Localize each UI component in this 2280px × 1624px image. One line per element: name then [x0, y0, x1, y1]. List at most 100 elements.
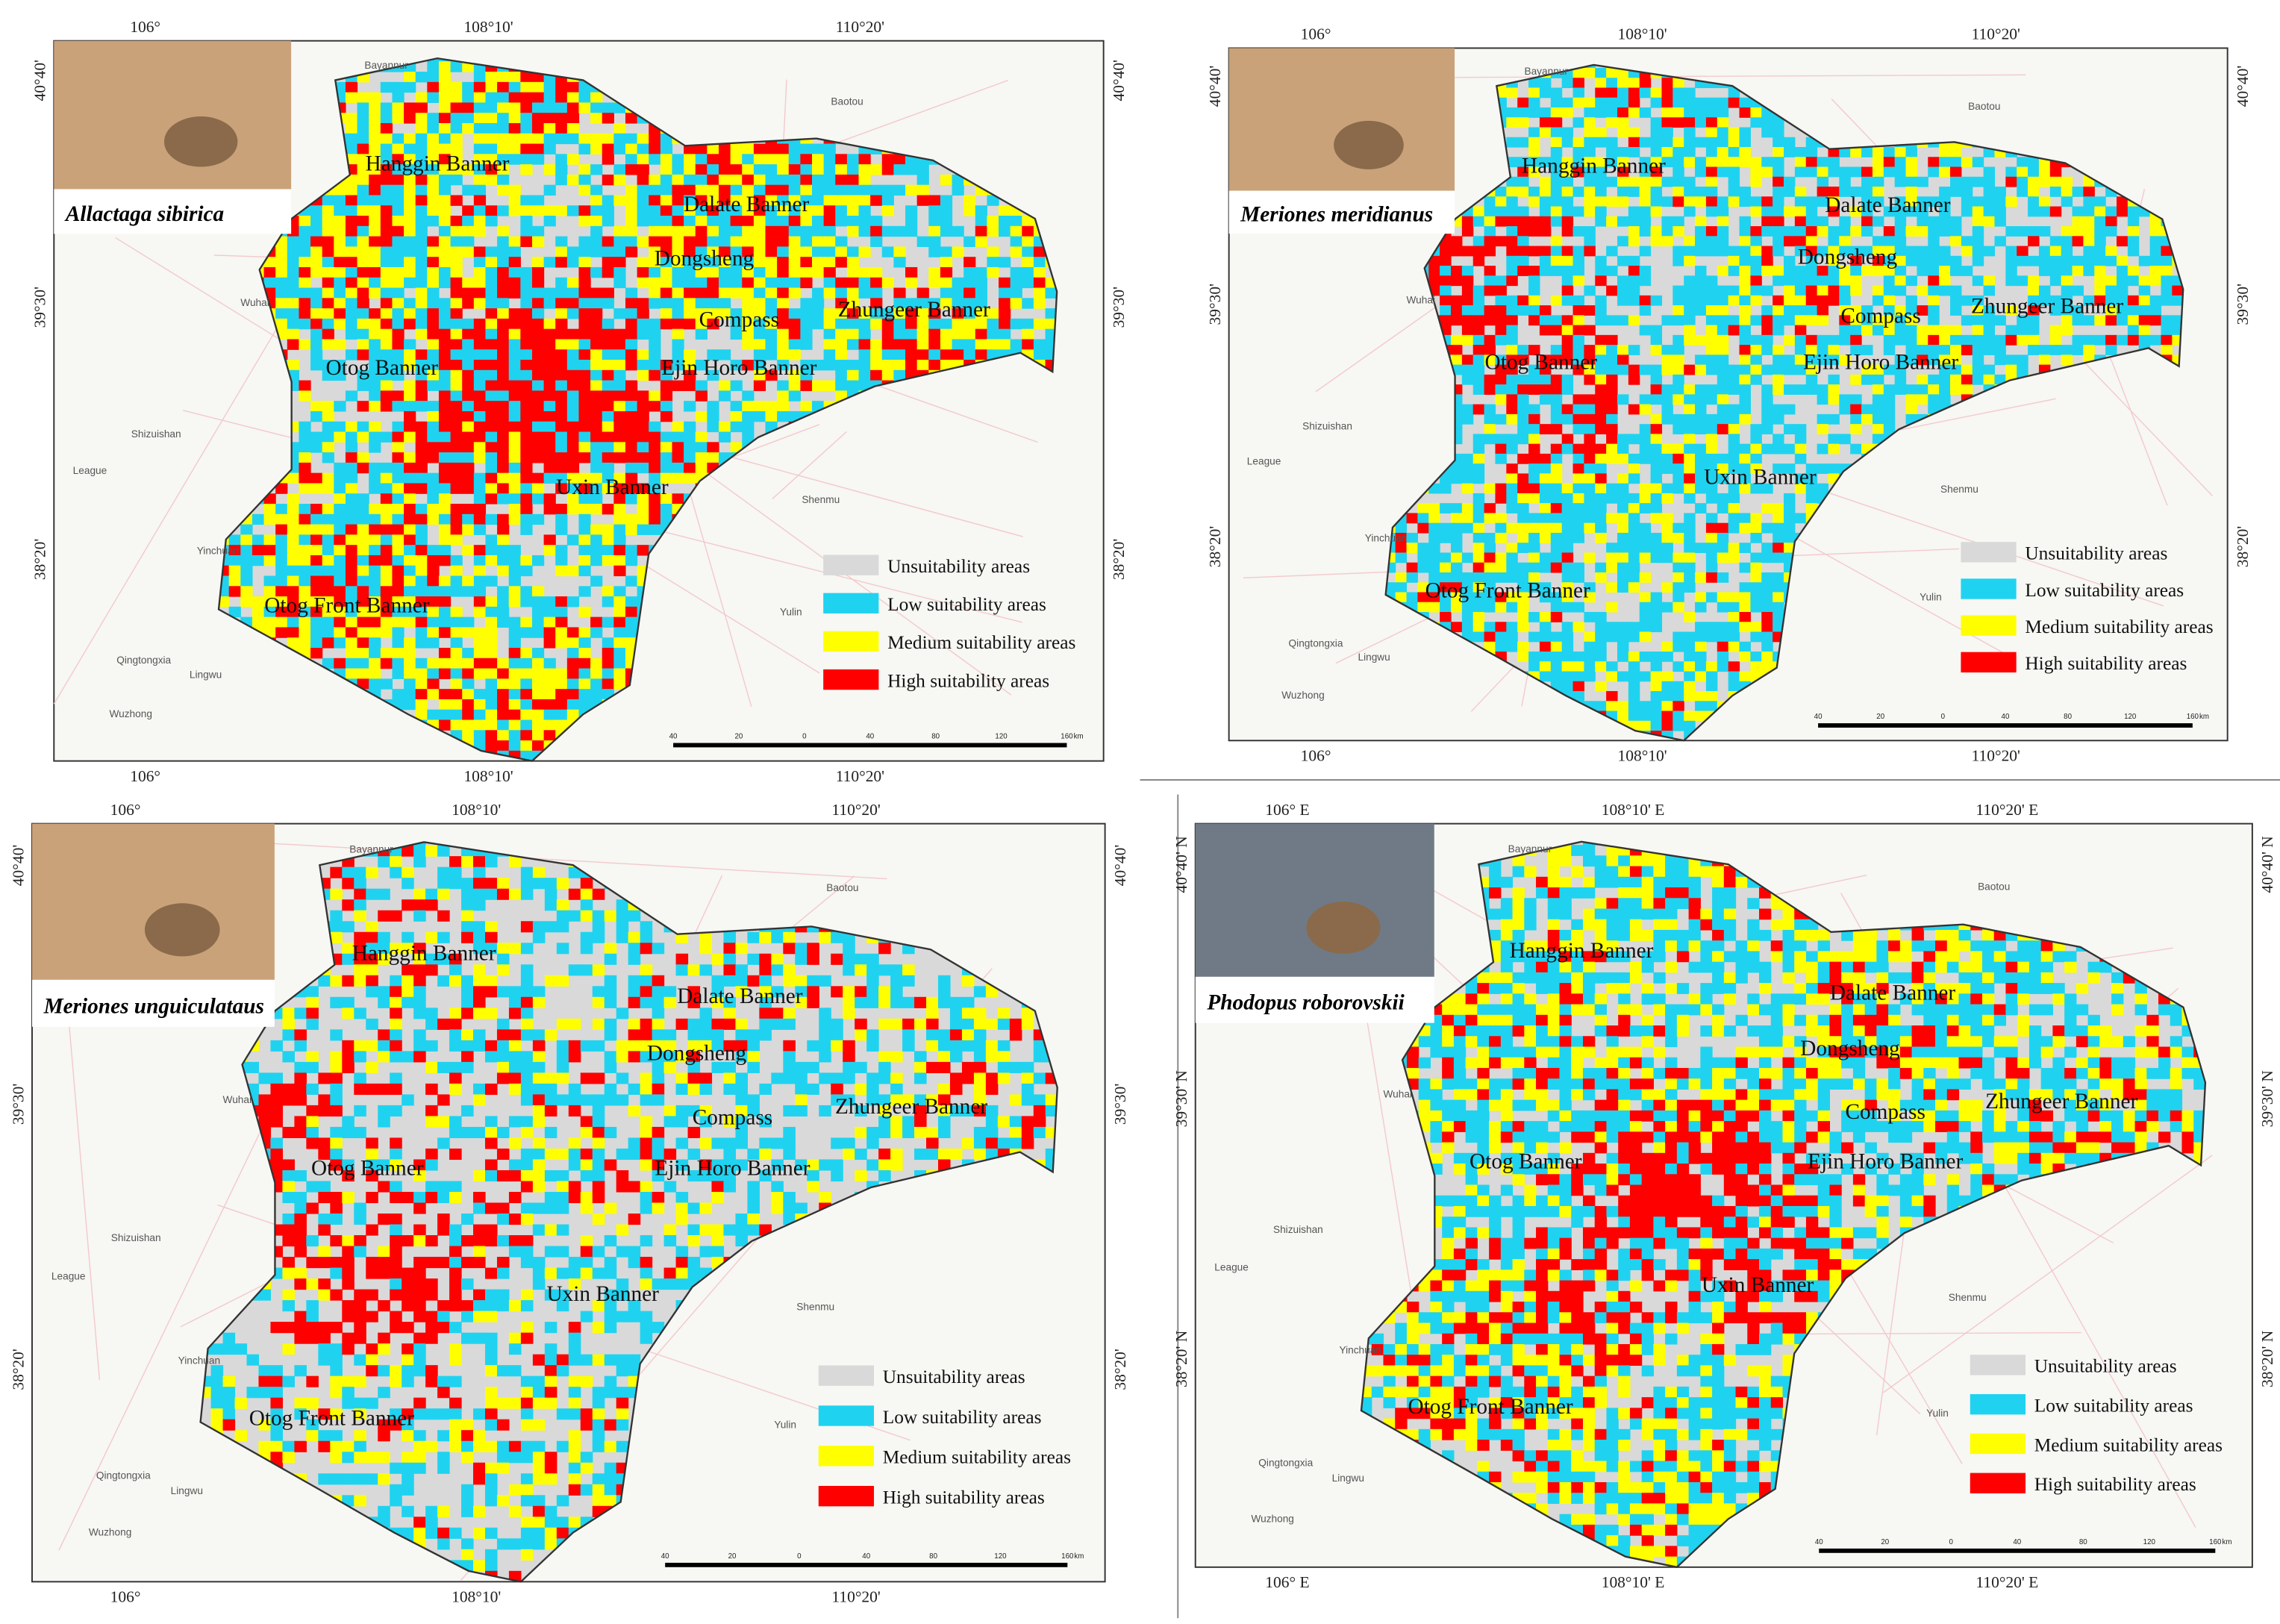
- cell: [987, 318, 999, 330]
- cell: [753, 308, 766, 319]
- cell: [555, 236, 568, 247]
- cell: [404, 575, 416, 587]
- cell: [613, 504, 626, 515]
- cell: [940, 195, 953, 206]
- cell: [1033, 349, 1046, 360]
- cell: [415, 637, 428, 649]
- cell: [438, 421, 452, 433]
- cell: [310, 225, 323, 237]
- cell: [672, 257, 684, 268]
- cell: [392, 524, 405, 535]
- cell: [322, 442, 334, 453]
- map-panel: BayannurBaotouWuhaiShizuishanLeagueYinch…: [31, 18, 1128, 785]
- cell: [858, 369, 871, 381]
- cell: [508, 596, 521, 608]
- cell: [660, 452, 673, 463]
- cell: [543, 719, 556, 731]
- cell: [345, 184, 358, 196]
- cell: [392, 401, 405, 412]
- cell: [952, 328, 964, 340]
- cell: [555, 596, 568, 608]
- cell: [415, 513, 428, 525]
- cell: [497, 740, 510, 752]
- cell: [963, 308, 976, 319]
- cell: [566, 493, 580, 505]
- cell: [531, 596, 545, 608]
- cell: [999, 328, 1011, 340]
- cell: [520, 627, 533, 638]
- cell: [893, 328, 906, 340]
- cell: [765, 236, 778, 247]
- cell: [543, 380, 556, 391]
- cell: [777, 236, 790, 247]
- cell: [415, 266, 428, 278]
- cell: [369, 606, 381, 618]
- cell: [473, 143, 487, 154]
- cell: [322, 246, 334, 257]
- cell: [660, 380, 673, 391]
- cell: [543, 545, 556, 556]
- cell: [497, 102, 510, 113]
- cell: [684, 421, 696, 433]
- cell: [1022, 257, 1034, 268]
- cell: [520, 431, 533, 443]
- cell: [1033, 318, 1046, 330]
- cell: [438, 410, 452, 422]
- cell: [578, 380, 591, 391]
- cell: [415, 524, 428, 535]
- cell: [835, 154, 848, 165]
- cell: [427, 298, 440, 309]
- cell: [404, 184, 416, 196]
- cell: [380, 308, 393, 319]
- cell: [508, 236, 521, 247]
- cell: [497, 401, 510, 412]
- cell: [369, 658, 381, 669]
- cell: [404, 339, 416, 350]
- cell: [893, 287, 906, 299]
- cell: [438, 369, 452, 381]
- cell: [602, 678, 614, 690]
- cell: [684, 308, 696, 319]
- cell: [450, 513, 463, 525]
- cell: [520, 472, 533, 484]
- cell: [590, 143, 603, 154]
- cell: [660, 410, 673, 422]
- cell: [1010, 225, 1022, 237]
- cell: [369, 318, 381, 330]
- cell: [649, 174, 661, 186]
- cell: [310, 266, 323, 278]
- cell: [660, 164, 673, 175]
- cell: [392, 668, 405, 679]
- cell: [404, 225, 416, 237]
- cell: [334, 545, 346, 556]
- cell: [369, 483, 381, 494]
- cell: [543, 390, 556, 402]
- cell: [228, 575, 241, 587]
- cell: [497, 287, 510, 299]
- cell: [404, 257, 416, 268]
- cell: [438, 102, 452, 113]
- cell: [742, 318, 755, 330]
- cell: [485, 369, 498, 381]
- cell: [415, 236, 428, 247]
- cell: [485, 360, 498, 371]
- cell: [531, 328, 545, 340]
- cell: [578, 637, 591, 649]
- cell: [299, 616, 311, 628]
- cell: [543, 504, 556, 515]
- cell: [252, 596, 265, 608]
- cell: [299, 380, 311, 391]
- cell: [695, 216, 708, 227]
- cell: [578, 349, 591, 360]
- cell: [602, 616, 614, 628]
- cell: [299, 513, 311, 525]
- cell: [940, 277, 953, 289]
- cell: [707, 287, 719, 299]
- cell: [823, 380, 836, 391]
- cell: [566, 369, 580, 381]
- cell: [520, 462, 533, 474]
- cell: [404, 102, 416, 113]
- cell: [334, 205, 346, 216]
- cell: [392, 266, 405, 278]
- cell: [928, 246, 941, 257]
